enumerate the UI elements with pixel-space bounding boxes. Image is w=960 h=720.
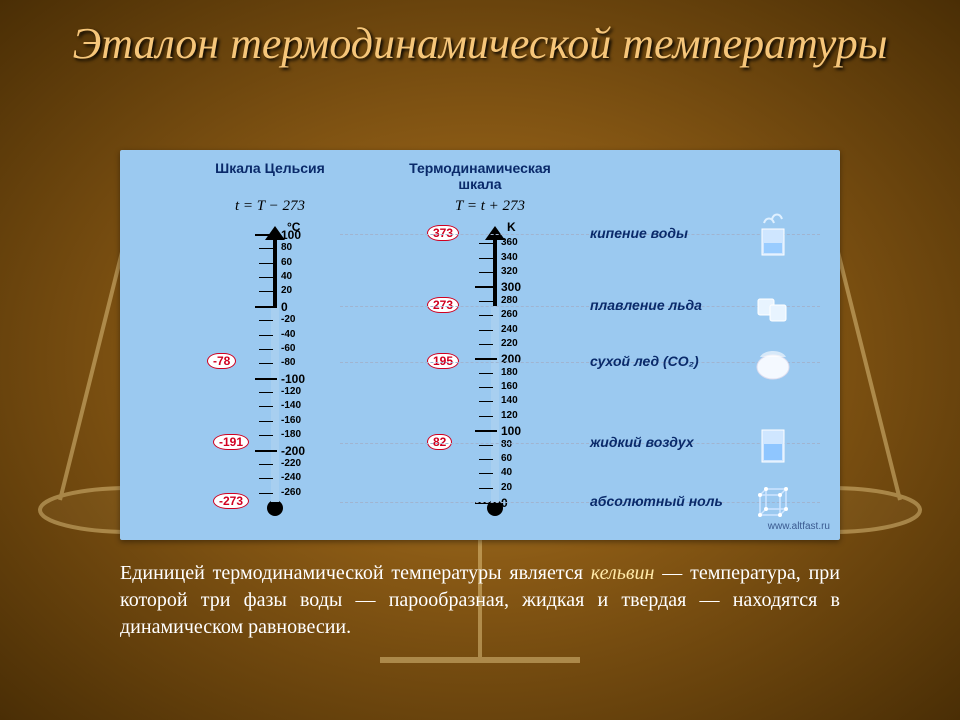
dry-ice-icon bbox=[750, 337, 796, 387]
kelvin-thermometer bbox=[435, 230, 555, 520]
kelvin-marker: 273 bbox=[427, 297, 459, 313]
celsius-marker: -273 bbox=[213, 493, 249, 509]
kelvin-tick-label: 240 bbox=[501, 324, 518, 335]
kelvin-tick-label: 360 bbox=[501, 237, 518, 248]
kelvin-formula: T = t + 273 bbox=[420, 198, 560, 215]
celsius-marker: -78 bbox=[207, 353, 236, 369]
ice-cubes-icon bbox=[750, 281, 796, 331]
figure-panel: Шкала Цельсияt = T − 273°C1000-100-20080… bbox=[120, 150, 840, 540]
celsius-thermometer bbox=[215, 230, 335, 520]
kelvin-tick-label: 220 bbox=[501, 338, 518, 349]
caption-kelvin: кельвин bbox=[591, 562, 655, 584]
phenomenon-label: плавление льда bbox=[590, 297, 702, 313]
celsius-tick-label: -140 bbox=[281, 400, 301, 411]
celsius-marker: -191 bbox=[213, 434, 249, 450]
kelvin-tick-label: 180 bbox=[501, 367, 518, 378]
celsius-tick-label: -20 bbox=[281, 314, 295, 325]
phenomenon-label: кипение воды bbox=[590, 225, 688, 241]
celsius-tick-label: -240 bbox=[281, 472, 301, 483]
slide: Эталон термодинамической температуры Шка… bbox=[0, 0, 960, 720]
kelvin-tick-label: 100 bbox=[501, 424, 521, 438]
kelvin-marker: 195 bbox=[427, 353, 459, 369]
celsius-tick-label: 20 bbox=[281, 285, 292, 296]
kelvin-tick-label: 280 bbox=[501, 295, 518, 306]
kelvin-tick-label: 140 bbox=[501, 395, 518, 406]
celsius-formula: t = T − 273 bbox=[200, 198, 340, 215]
kelvin-tick-label: 60 bbox=[501, 453, 512, 464]
celsius-tick-label: -120 bbox=[281, 386, 301, 397]
lattice-icon bbox=[750, 477, 796, 527]
celsius-header: Шкала Цельсия bbox=[180, 160, 360, 176]
celsius-tick-label: -200 bbox=[281, 444, 305, 458]
kelvin-tick-label: 200 bbox=[501, 352, 521, 366]
celsius-tick-label: 40 bbox=[281, 271, 292, 282]
kelvin-tick-label: 0 bbox=[501, 496, 508, 510]
celsius-tick-label: 80 bbox=[281, 242, 292, 253]
celsius-tick-label: 60 bbox=[281, 257, 292, 268]
caption: Единицей термодинамической температуры я… bbox=[120, 560, 840, 641]
kelvin-tick-label: 340 bbox=[501, 252, 518, 263]
celsius-tick-label: -80 bbox=[281, 357, 295, 368]
kelvin-tick-label: 120 bbox=[501, 410, 518, 421]
kelvin-tick-label: 300 bbox=[501, 280, 521, 294]
celsius-tick-label: -180 bbox=[281, 429, 301, 440]
phenomenon-label: жидкий воздух bbox=[590, 434, 694, 450]
phenomenon-label: сухой лед (CO₂) bbox=[590, 353, 699, 369]
celsius-tick-label: -160 bbox=[281, 415, 301, 426]
liquid-air-icon bbox=[750, 418, 796, 468]
title-text: Эталон термодинамической температуры bbox=[72, 19, 887, 68]
watermark: www.altfast.ru bbox=[768, 521, 830, 532]
celsius-tick-label: 100 bbox=[281, 228, 301, 242]
celsius-tick-label: -40 bbox=[281, 329, 295, 340]
caption-pre: Единицей термодинамической температуры я… bbox=[120, 562, 591, 584]
celsius-tick-label: -260 bbox=[281, 487, 301, 498]
kelvin-unit: K bbox=[507, 220, 516, 234]
steam-icon bbox=[750, 209, 796, 259]
kelvin-header: Термодинамическая шкала bbox=[390, 160, 570, 192]
celsius-tick-label: -60 bbox=[281, 343, 295, 354]
kelvin-marker: 82 bbox=[427, 434, 452, 450]
slide-title: Эталон термодинамической температуры bbox=[0, 18, 960, 71]
kelvin-tick-label: 260 bbox=[501, 309, 518, 320]
kelvin-tick-label: 40 bbox=[501, 467, 512, 478]
phenomenon-label: абсолютный ноль bbox=[590, 493, 723, 509]
celsius-tick-label: 0 bbox=[281, 300, 288, 314]
kelvin-tick-label: 320 bbox=[501, 266, 518, 277]
kelvin-tick-label: 20 bbox=[501, 482, 512, 493]
kelvin-tick-label: 160 bbox=[501, 381, 518, 392]
kelvin-marker: 373 bbox=[427, 225, 459, 241]
celsius-tick-label: -100 bbox=[281, 372, 305, 386]
celsius-tick-label: -220 bbox=[281, 458, 301, 469]
